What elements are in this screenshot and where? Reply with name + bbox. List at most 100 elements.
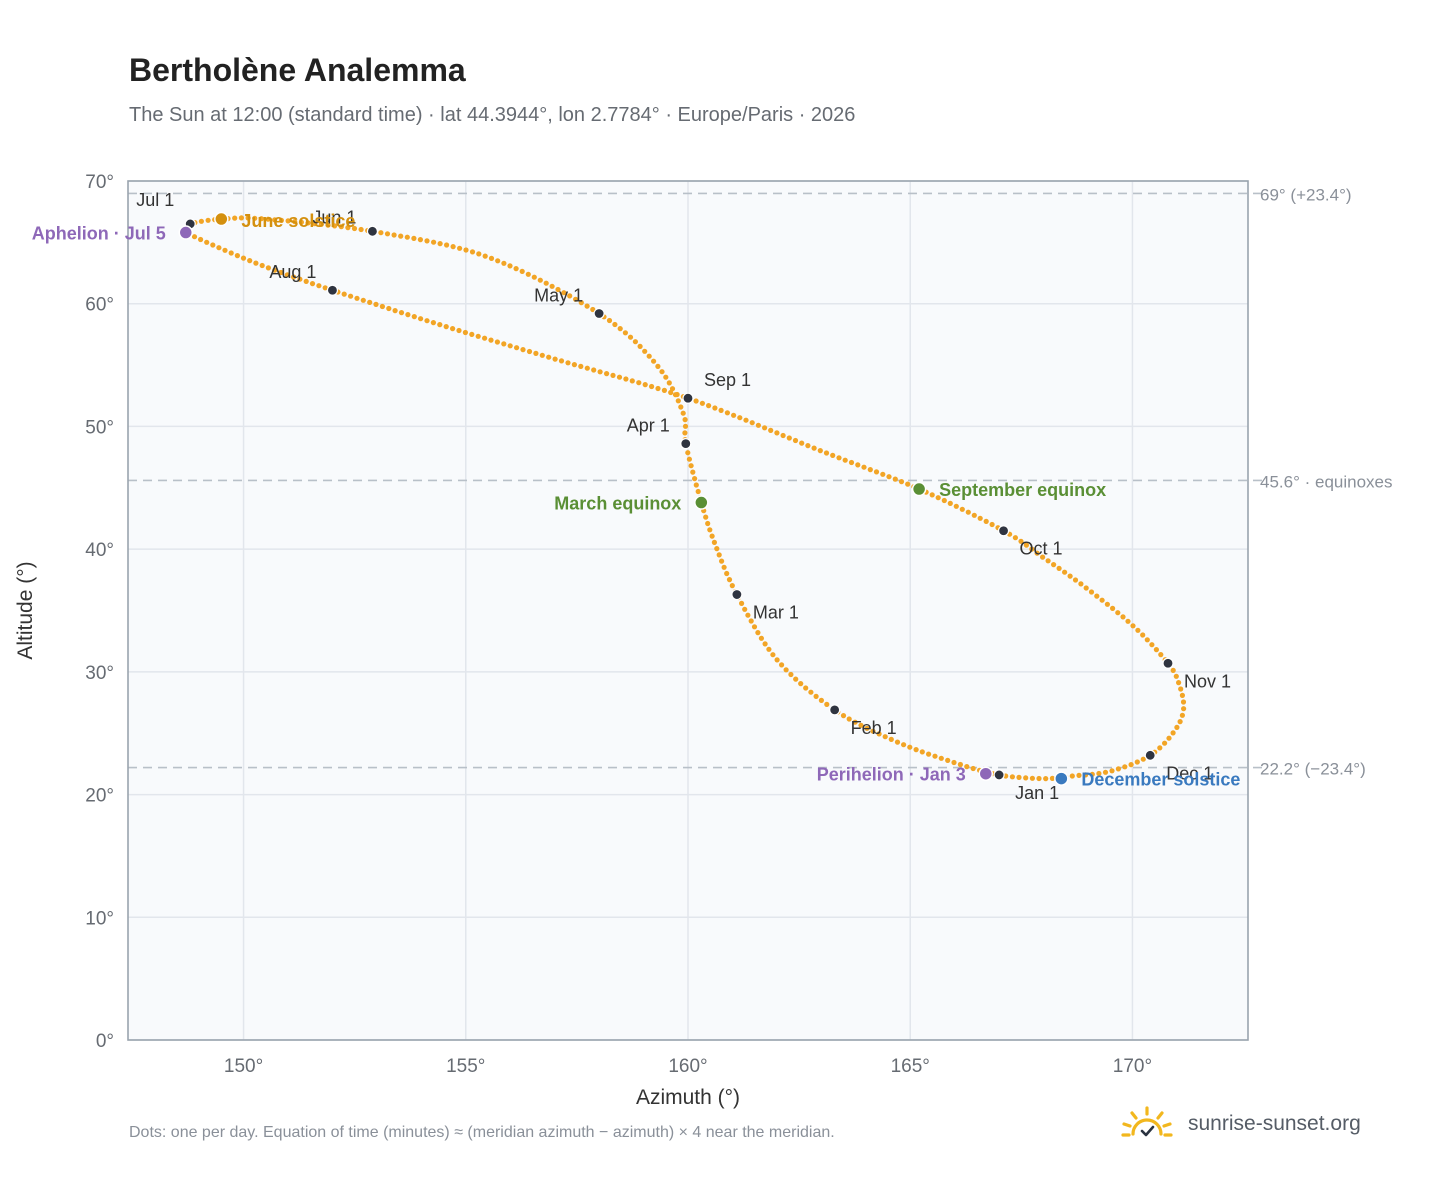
daily-sun-dot [198, 218, 204, 224]
daily-sun-dot [1102, 769, 1109, 775]
daily-sun-dot [612, 321, 618, 328]
daily-sun-dot [272, 267, 278, 273]
daily-sun-dot [1009, 774, 1016, 780]
daily-sun-dot [1110, 605, 1116, 612]
daily-sun-dot [305, 220, 311, 226]
daily-sun-dot [964, 764, 970, 770]
daily-sun-dot [726, 577, 733, 583]
event-marker [214, 211, 229, 227]
daily-sun-dot [265, 265, 271, 271]
month-marker [326, 284, 339, 296]
daily-sun-dot [265, 216, 271, 222]
daily-sun-dot [565, 360, 571, 366]
reference-line-label: 22.2° (−23.4°) [1260, 760, 1366, 779]
daily-sun-dot [1115, 610, 1121, 616]
daily-sun-dot [1140, 632, 1146, 638]
daily-sun-dot [926, 751, 932, 757]
daily-sun-dot [718, 407, 724, 413]
footnote: Dots: one per day. Equation of time (min… [129, 1124, 835, 1141]
daily-sun-dot [303, 278, 309, 284]
daily-sun-dot [758, 635, 765, 641]
daily-sun-dot [823, 450, 830, 456]
daily-sun-dot [198, 236, 204, 243]
daily-sun-dot [450, 244, 456, 250]
daily-sun-dot [253, 260, 259, 266]
month-marker-label: Mar 1 [753, 603, 799, 623]
daily-sun-dot [573, 296, 579, 302]
daily-sun-dot [1043, 776, 1049, 782]
daily-sun-dot [1170, 730, 1176, 736]
daily-sun-dot [450, 326, 456, 332]
daily-sun-dot [627, 334, 634, 340]
daily-sun-dot [951, 759, 957, 766]
daily-sun-dot [692, 476, 698, 482]
daily-sun-dot [488, 255, 495, 261]
daily-sun-dot [678, 404, 684, 410]
daily-sun-dot [1157, 745, 1163, 751]
daily-sun-dot [309, 281, 316, 287]
chart-subtitle: The Sun at 12:00 (standard time) · lat 4… [129, 104, 856, 126]
y-tick-label: 40° [85, 540, 114, 561]
daily-sun-dot [953, 503, 959, 509]
daily-sun-dot [584, 303, 590, 309]
daily-sun-dot [690, 469, 696, 475]
daily-sun-dot [1062, 569, 1068, 575]
daily-sun-dot [880, 471, 886, 477]
month-marker [993, 769, 1005, 781]
daily-sun-dot [386, 305, 392, 312]
daily-sun-dot [870, 728, 876, 734]
daily-sun-dot [1029, 546, 1035, 552]
daily-sun-dot [762, 425, 768, 431]
daily-sun-dot [824, 701, 830, 708]
daily-sun-dot [919, 749, 925, 755]
daily-sun-dot [379, 303, 385, 310]
daily-sun-dot [848, 459, 855, 466]
daily-sun-dot [938, 755, 944, 761]
daily-sun-dot [297, 276, 303, 282]
brand[interactable]: sunrise-sunset.org [1120, 1100, 1361, 1148]
daily-sun-dot [737, 415, 743, 421]
daily-sun-dot [709, 533, 715, 539]
daily-sun-dot [1036, 775, 1042, 782]
daily-sun-dot [444, 242, 450, 248]
daily-sun-dot [476, 251, 482, 257]
daily-sun-dot [520, 347, 526, 353]
daily-sun-dot [685, 450, 691, 456]
event-marker [978, 766, 994, 781]
month-marker-label: Sep 1 [704, 370, 751, 390]
daily-sun-dot [770, 652, 776, 658]
daily-sun-dot [417, 237, 423, 243]
daily-sun-dot [519, 268, 525, 274]
daily-sun-dot [418, 316, 424, 322]
month-marker-label: Jul 1 [136, 190, 174, 210]
daily-sun-dot [539, 352, 545, 358]
daily-sun-dot [793, 676, 799, 682]
daily-sun-dot [901, 742, 907, 748]
daily-sun-dot [1067, 573, 1073, 579]
daily-sun-dot [907, 744, 913, 750]
daily-sun-dot [1040, 554, 1046, 560]
daily-sun-dot [686, 456, 693, 462]
month-marker [1144, 749, 1156, 761]
daily-sun-dot [1179, 712, 1185, 718]
daily-sun-dot [703, 514, 709, 520]
daily-sun-dot [876, 731, 882, 737]
daily-sun-dot [622, 330, 629, 336]
daily-sun-dot [682, 417, 688, 423]
daily-sun-dot [590, 306, 596, 313]
daily-sun-dot [404, 234, 410, 240]
daily-sun-dot [345, 225, 351, 231]
daily-sun-dot [830, 452, 836, 458]
daily-sun-dot [354, 295, 360, 301]
daily-sun-dot [1179, 692, 1185, 699]
daily-sun-dot [799, 440, 805, 446]
y-tick-label: 70° [85, 172, 114, 193]
daily-sun-dot [965, 509, 971, 515]
daily-sun-dot [278, 269, 284, 276]
daily-sun-dot [424, 238, 430, 244]
daily-sun-dot [632, 339, 639, 345]
event-marker [694, 495, 709, 510]
daily-sun-dot [1134, 759, 1140, 765]
daily-sun-dot [1144, 637, 1150, 643]
daily-sun-dot [786, 435, 792, 441]
